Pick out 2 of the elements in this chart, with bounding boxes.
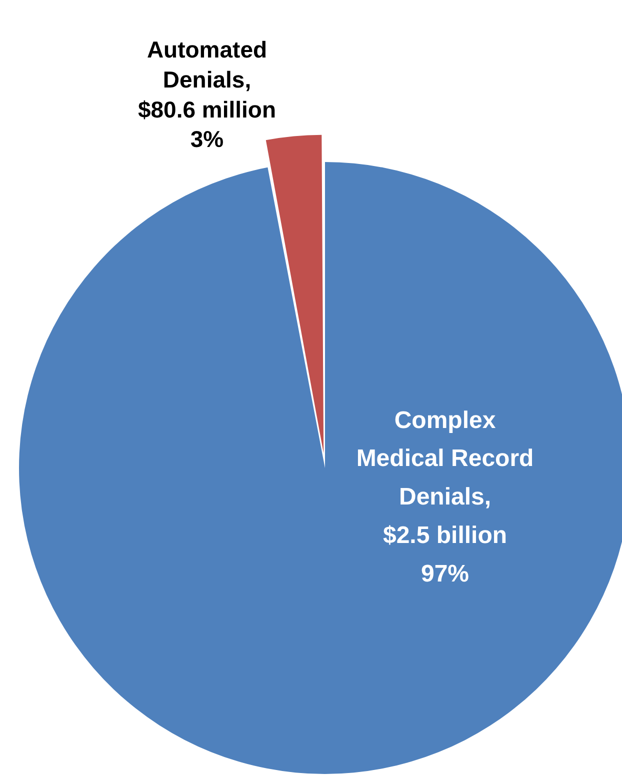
- slice-label: Complex Medical Record Denials, $2.5 billion 97%: [356, 406, 534, 588]
- slice-label: Automated Denials, $80.6 million 3%: [138, 36, 276, 152]
